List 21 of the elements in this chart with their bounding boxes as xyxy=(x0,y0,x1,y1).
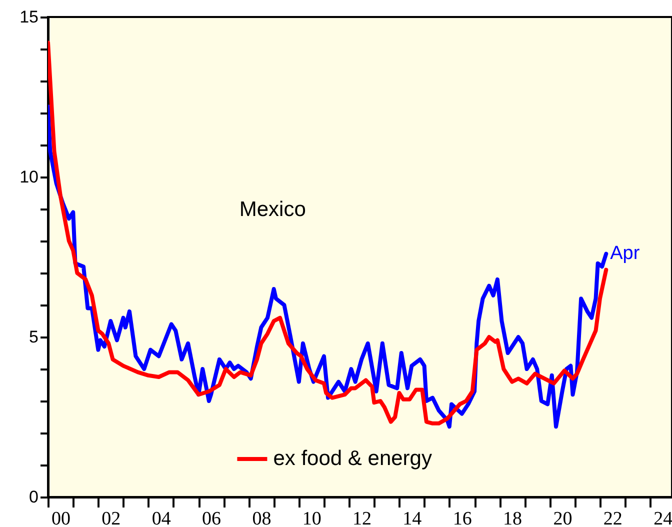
x-tick-label: 18 xyxy=(503,508,522,527)
x-tick-label: 10 xyxy=(302,508,322,527)
x-tick-label: 14 xyxy=(402,508,422,527)
x-tick-label: 20 xyxy=(553,508,572,527)
legend-label: ex food & energy xyxy=(273,447,432,470)
y-tick-label: 0 xyxy=(29,488,38,506)
annotation: Apr xyxy=(610,242,640,264)
x-tick-label: 08 xyxy=(252,508,272,527)
x-tick-label: 02 xyxy=(102,508,121,527)
line-series xyxy=(48,40,608,426)
x-tick-label: 16 xyxy=(452,508,472,527)
x-tick-label: 24 xyxy=(654,508,672,527)
x-tick-label: 06 xyxy=(202,508,221,527)
x-tick-label: 22 xyxy=(603,508,622,527)
y-tick-label: 15 xyxy=(20,8,38,26)
y-tick-label: 5 xyxy=(29,328,38,346)
x-tick-label: 04 xyxy=(152,508,172,527)
y-tick-label: 10 xyxy=(20,168,38,186)
x-tick-label: 00 xyxy=(52,508,70,527)
x-tick-label: 12 xyxy=(352,508,372,527)
annotation: Mexico xyxy=(239,198,306,221)
